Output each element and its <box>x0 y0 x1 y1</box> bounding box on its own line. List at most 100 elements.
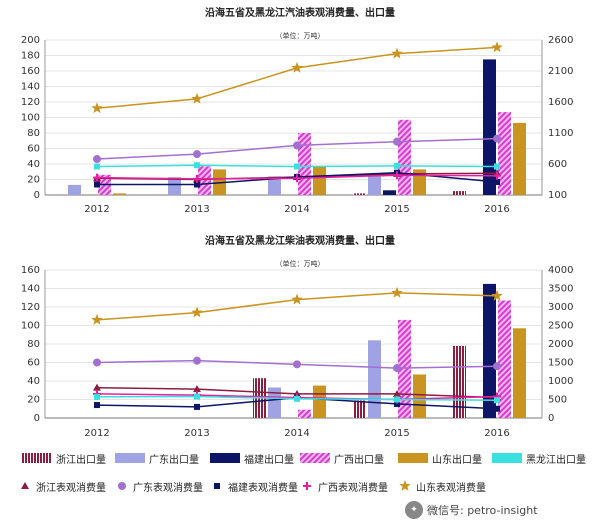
legend-marker <box>214 483 220 489</box>
legend-item-gd-export: 广东出口量 <box>115 450 199 466</box>
point-fj-consumption <box>494 178 500 185</box>
y-right-tick-label: 1100 <box>548 128 573 139</box>
point-fj-consumption <box>394 400 400 407</box>
legend-swatch <box>115 453 145 463</box>
y-right-tick-label: 600 <box>548 159 567 170</box>
bar-gd-export <box>68 184 81 195</box>
bar-sd-export <box>413 374 426 418</box>
point-hlj-consumption <box>294 395 300 402</box>
point-gd-consumption <box>393 137 401 146</box>
bar-gd-export <box>268 176 281 195</box>
bar-sd-export <box>313 385 326 418</box>
legend-swatch-fill <box>300 453 330 463</box>
legend-item-fj-export: 福建出口量 <box>210 450 294 466</box>
legend-marker-gx <box>303 482 311 490</box>
bar-fj-export <box>483 59 496 196</box>
y-right-tick-label: 1500 <box>548 358 573 369</box>
y-left-tick-label: 100 <box>21 321 40 332</box>
legend-label: 黑龙江出口量 <box>526 454 586 466</box>
y-right-tick-label: 3000 <box>548 302 573 313</box>
line-sd-consumption <box>96 46 498 109</box>
legend-swatch-fill <box>22 453 52 463</box>
legend-label: 广东出口量 <box>149 454 199 466</box>
y-left-tick-label: 120 <box>21 302 40 313</box>
point-sd-consumption <box>391 47 403 59</box>
y-left-tick-label: 20 <box>27 175 40 186</box>
y-right-tick-label: 1000 <box>548 376 573 387</box>
chart-1: 沿海五省及黑龙江汽油表观消费量、出口量 （单位：万吨） 0 20 40 60 80 100 12… <box>21 6 574 215</box>
y-right-tick-label: 2100 <box>548 66 573 77</box>
point-hlj-consumption <box>94 393 100 400</box>
charts-canvas: 沿海五省及黑龙江汽油表观消费量、出口量 （单位：万吨） 0 20 40 60 80 100 12… <box>21 6 574 439</box>
watermark: ✦ 微信号: petro-insight <box>405 500 538 520</box>
legend-swatch <box>300 453 330 463</box>
point-gx-consumption <box>293 174 301 183</box>
bar-gx-export <box>498 300 511 418</box>
y-left-tick-label: 160 <box>21 66 40 77</box>
point-gd-consumption <box>493 362 501 371</box>
legend-marker <box>21 482 29 489</box>
point-hlj-consumption <box>394 162 400 169</box>
point-gd-consumption <box>293 360 301 369</box>
y-left-tick-label: 20 <box>27 395 40 406</box>
legend-item-zj-consumption: 浙江表观消费量 <box>18 478 106 494</box>
point-sd-consumption <box>491 41 503 53</box>
bar-sd-export <box>313 166 326 195</box>
point-sd-consumption <box>91 313 103 325</box>
legend-label: 福建表观消费量 <box>228 482 298 494</box>
y-left-tick-label: 60 <box>27 144 40 155</box>
bar-gx-export <box>298 133 311 195</box>
y-right-tick-label: 100 <box>548 190 567 201</box>
point-sd-consumption <box>291 61 303 73</box>
bar-fj-export <box>483 283 496 418</box>
point-gx-consumption <box>393 171 401 180</box>
point-gd-consumption <box>293 141 301 150</box>
bar-zj-export <box>353 193 366 195</box>
y-left-tick-label: 140 <box>21 284 40 295</box>
x-tick-label: 2014 <box>284 428 309 439</box>
y-left-tick-label: 40 <box>27 376 40 387</box>
bar-fj-export <box>383 190 396 195</box>
legend-label: 山东出口量 <box>432 454 482 466</box>
legend-item-sd-consumption: 山东表观消费量 <box>398 478 486 494</box>
legend-swatch <box>492 453 522 463</box>
y-right-tick-label: 4000 <box>548 265 573 276</box>
point-gx-consumption <box>93 173 101 182</box>
chart-2: 沿海五省及黑龙江柴油表观消费量、出口量 （单位：万吨） 0 20 40 60 80 100 12… <box>21 234 574 439</box>
point-hlj-consumption <box>494 397 500 404</box>
point-fj-consumption <box>194 403 200 410</box>
point-sd-consumption <box>391 286 403 298</box>
y-left-tick-label: 0 <box>34 190 40 201</box>
point-gx-consumption <box>493 171 501 180</box>
point-zj-consumption <box>393 389 401 397</box>
legend-swatch <box>210 453 240 463</box>
legend-item-gx-export: 广西出口量 <box>300 450 384 466</box>
legend-swatch <box>398 453 428 463</box>
point-sd-consumption <box>491 289 503 301</box>
bar-zj-export <box>353 400 366 418</box>
legend-item-zj-export: 浙江出口量 <box>22 450 106 466</box>
point-gd-consumption <box>393 364 401 373</box>
point-gd-consumption <box>93 358 101 367</box>
point-sd-consumption <box>191 92 203 104</box>
legend-swatch-fill <box>492 453 522 463</box>
point-fj-consumption <box>94 181 100 188</box>
x-tick-label: 2015 <box>384 204 409 215</box>
legend-item-hlj-export: 黑龙江出口量 <box>492 450 586 466</box>
legend-item-fj-consumption: 福建表观消费量 <box>210 478 298 494</box>
point-hlj-consumption <box>194 393 200 400</box>
y-left-tick-label: 80 <box>27 128 40 139</box>
chart-title: 沿海五省及黑龙江汽油表观消费量、出口量 <box>205 6 395 19</box>
legend-marker-fj <box>214 483 220 489</box>
point-zj-consumption <box>193 385 201 393</box>
bar-gd-export <box>368 340 381 418</box>
bar-zj-export <box>453 191 466 195</box>
bar-gx-export <box>198 166 211 195</box>
legend-swatch-fill <box>115 453 145 463</box>
watermark-text: 微信号: petro-insight <box>427 504 538 517</box>
x-tick-label: 2012 <box>84 428 109 439</box>
legend-marker <box>399 480 411 491</box>
point-fj-consumption <box>494 405 500 412</box>
x-tick-label: 2016 <box>484 428 509 439</box>
legend-item-sd-export: 山东出口量 <box>398 450 482 466</box>
